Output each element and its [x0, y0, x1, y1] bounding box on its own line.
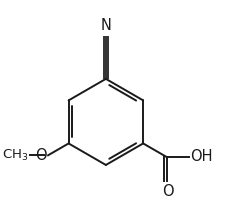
Text: CH$_3$: CH$_3$ — [2, 148, 29, 163]
Text: O: O — [161, 184, 173, 199]
Text: N: N — [100, 18, 111, 33]
Text: O: O — [35, 148, 47, 163]
Text: OH: OH — [189, 150, 212, 165]
